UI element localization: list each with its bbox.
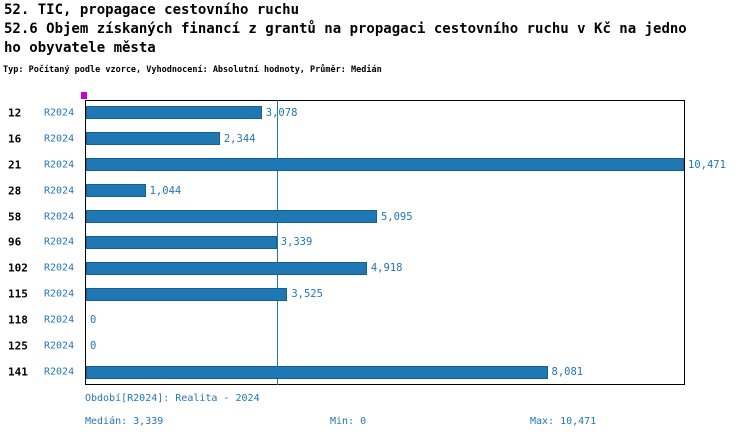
bar-track: 0 [86,333,684,359]
chart-title-line-2: 52.6 Objem získaných financí z grantů na… [4,21,687,37]
value-label: 1,044 [149,184,182,197]
bar-row: 141 R2024 8,081 [0,359,750,385]
bar-track: 1,044 [86,178,684,204]
category-label: 16 [8,132,22,146]
bar-row: 16 R2024 2,344 [0,126,750,152]
period-label: R2024 [44,288,75,300]
footer-max-label: Max: 10,471 [530,416,597,427]
category-label: 58 [8,210,22,224]
bar-row: 115 R2024 3,525 [0,281,750,307]
bar-track: 8,081 [86,359,684,385]
period-label: R2024 [44,211,75,223]
category-label: 125 [8,339,28,353]
value-label: 4,918 [370,262,403,275]
footer-period-label: Období[R2024]: Realita - 2024 [85,393,260,404]
bar [86,210,377,224]
chart-title-line-1: 52. TIC, propagace cestovního ruchu [4,2,300,18]
category-label: 141 [8,365,28,379]
footer-min-label: Min: 0 [330,416,367,427]
category-label: 28 [8,184,22,198]
value-label: 3,078 [265,106,298,119]
period-label: R2024 [44,133,75,145]
value-label: 5,095 [380,210,413,223]
bar [86,106,262,120]
bar-track: 2,344 [86,126,684,152]
bar-row: 118 R2024 0 [0,307,750,333]
bar [86,158,684,172]
chart-meta-info: Typ: Počítaný podle vzorce, Vyhodnocení:… [3,65,382,75]
value-label: 3,525 [291,288,323,301]
value-label: 2,344 [223,132,256,145]
bar [86,365,548,379]
category-label: 21 [8,158,22,172]
bar-row: 21 R2024 10,471 [0,152,750,178]
chart-title-line-3: ho obyvatele města [4,40,156,56]
bar-track: 3,078 [86,100,684,126]
bar-rows: 12 R2024 3,078 16 R2024 2,344 21 R2024 10,471 28 R… [0,100,750,385]
bar-track: 0 [86,307,684,333]
bar-track: 10,471 [86,152,726,178]
bar-track: 3,339 [86,230,684,256]
category-label: 118 [8,313,28,327]
bar-row: 28 R2024 1,044 [0,178,750,204]
bar-row: 96 R2024 3,339 [0,230,750,256]
bar-track: 4,918 [86,255,684,281]
period-label: R2024 [44,185,75,197]
bar [86,261,367,275]
bar-row: 102 R2024 4,918 [0,255,750,281]
cursor-marker [81,92,87,99]
period-label: R2024 [44,340,75,352]
category-label: 12 [8,106,22,120]
bar-row: 125 R2024 0 [0,333,750,359]
footer-median-label: Medián: 3,339 [85,416,164,427]
bar [86,132,220,146]
bar [86,235,277,249]
period-label: R2024 [44,107,75,119]
value-label: 3,339 [280,236,313,249]
bar [86,287,288,301]
value-label: 10,471 [688,158,726,171]
bar-row: 12 R2024 3,078 [0,100,750,126]
value-label: 0 [90,340,97,353]
category-label: 102 [8,261,28,275]
value-label: 8,081 [551,366,584,379]
category-label: 96 [8,235,22,249]
bar-track: 5,095 [86,204,684,230]
median-line [277,100,278,385]
period-label: R2024 [44,262,75,274]
period-label: R2024 [44,314,75,326]
bar [86,184,146,198]
bar-row: 58 R2024 5,095 [0,204,750,230]
period-label: R2024 [44,236,75,248]
period-label: R2024 [44,159,75,171]
category-label: 115 [8,287,28,301]
value-label: 0 [90,314,97,327]
bar-track: 3,525 [86,281,684,307]
period-label: R2024 [44,366,75,378]
